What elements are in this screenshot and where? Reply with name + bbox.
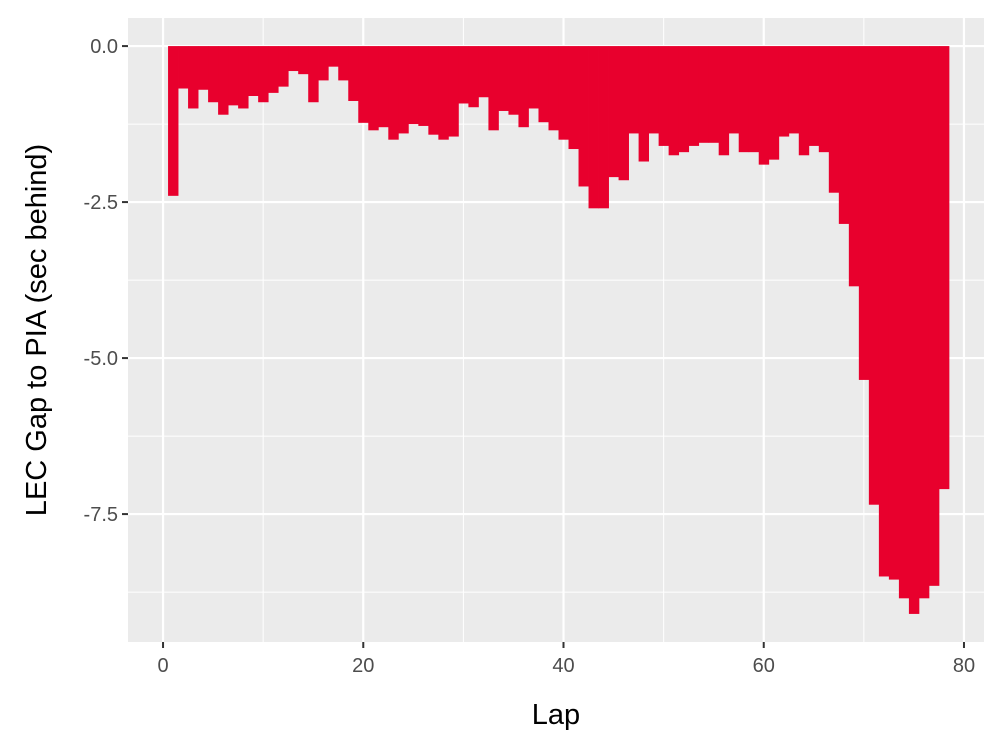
bar-lap-44	[598, 46, 609, 209]
bar-lap-45	[608, 46, 619, 178]
bar-lap-32	[478, 46, 489, 98]
bar-lap-12	[278, 46, 289, 87]
bar-lap-76	[918, 46, 930, 599]
bar-lap-22	[378, 46, 389, 128]
x-axis-title: Lap	[532, 699, 580, 731]
bar-lap-20	[358, 46, 369, 123]
bar-lap-46	[618, 46, 629, 181]
bar-lap-29	[448, 46, 459, 137]
x-tick-label: 0	[157, 655, 168, 677]
bar-lap-31	[468, 46, 479, 108]
bar-lap-42	[578, 46, 589, 187]
bar-lap-59	[748, 46, 760, 153]
bar-lap-34	[498, 46, 509, 111]
bar-lap-3	[188, 46, 199, 109]
bar-lap-17	[328, 46, 339, 67]
bar-lap-57	[728, 46, 740, 134]
bar-lap-48	[638, 46, 650, 162]
bar-lap-65	[808, 46, 820, 146]
bar-lap-53	[688, 46, 700, 146]
x-axis-ticks: 0 20 40 60 80	[157, 642, 975, 677]
bar-lap-71	[868, 46, 880, 505]
bar-lap-38	[538, 46, 549, 123]
x-tick-label: 20	[352, 655, 374, 677]
bar-lap-19	[348, 46, 359, 101]
x-tick-label: 60	[753, 655, 775, 677]
bar-lap-24	[398, 46, 409, 134]
y-tick-label: 0.0	[90, 36, 118, 58]
x-tick-label: 80	[953, 655, 975, 677]
bar-lap-52	[678, 46, 690, 153]
bar-lap-58	[738, 46, 750, 153]
bar-lap-28	[438, 46, 449, 140]
bar-lap-11	[268, 46, 279, 93]
bar-lap-33	[488, 46, 499, 131]
bar-lap-15	[308, 46, 319, 103]
bar-lap-68	[838, 46, 850, 224]
bar-lap-1	[168, 46, 179, 196]
bar-lap-66	[818, 46, 830, 153]
bars-group	[168, 46, 950, 614]
bar-lap-74	[898, 46, 910, 599]
bar-lap-60	[758, 46, 770, 165]
bar-lap-36	[518, 46, 529, 128]
bar-lap-2	[178, 46, 189, 89]
bar-lap-47	[628, 46, 639, 134]
bar-lap-78	[938, 46, 950, 490]
bar-lap-4	[198, 46, 209, 90]
bar-lap-77	[928, 46, 940, 586]
bar-lap-72	[878, 46, 890, 577]
bar-lap-37	[528, 46, 539, 109]
y-axis-title: LEC Gap to PIA (sec behind)	[21, 144, 53, 516]
bar-lap-61	[768, 46, 780, 160]
bar-lap-55	[708, 46, 720, 143]
y-tick-label: -7.5	[84, 504, 118, 526]
bar-lap-73	[888, 46, 900, 580]
bar-lap-43	[588, 46, 599, 209]
y-tick-label: -2.5	[84, 192, 118, 214]
bar-lap-9	[248, 46, 259, 96]
y-axis-ticks: 0.0 -2.5 -5.0 -7.5	[84, 36, 128, 526]
bar-lap-6	[218, 46, 229, 115]
bar-lap-41	[568, 46, 579, 150]
bar-lap-56	[718, 46, 730, 156]
bar-lap-8	[238, 46, 249, 109]
bar-lap-40	[558, 46, 569, 140]
bar-lap-21	[368, 46, 379, 131]
x-tick-label: 40	[552, 655, 574, 677]
bar-lap-7	[228, 46, 239, 106]
bar-lap-62	[778, 46, 790, 137]
bar-lap-18	[338, 46, 349, 81]
bar-lap-39	[548, 46, 559, 131]
bar-lap-64	[798, 46, 810, 156]
bar-lap-69	[848, 46, 860, 287]
bar-lap-49	[648, 46, 660, 134]
bar-lap-14	[298, 46, 309, 75]
bar-lap-75	[908, 46, 920, 614]
y-tick-label: -5.0	[84, 348, 118, 370]
bar-lap-23	[388, 46, 399, 140]
bar-lap-13	[288, 46, 299, 72]
bar-lap-27	[428, 46, 439, 135]
bar-lap-70	[858, 46, 870, 380]
bar-lap-10	[258, 46, 269, 103]
bar-lap-67	[828, 46, 840, 193]
bar-lap-54	[698, 46, 710, 143]
bar-lap-5	[208, 46, 219, 103]
bar-lap-35	[508, 46, 519, 115]
bar-lap-30	[458, 46, 469, 104]
bar-lap-25	[408, 46, 419, 125]
bar-lap-63	[788, 46, 800, 134]
bar-lap-16	[318, 46, 329, 81]
bar-lap-26	[418, 46, 429, 126]
bar-lap-51	[668, 46, 680, 156]
bar-lap-50	[658, 46, 670, 146]
